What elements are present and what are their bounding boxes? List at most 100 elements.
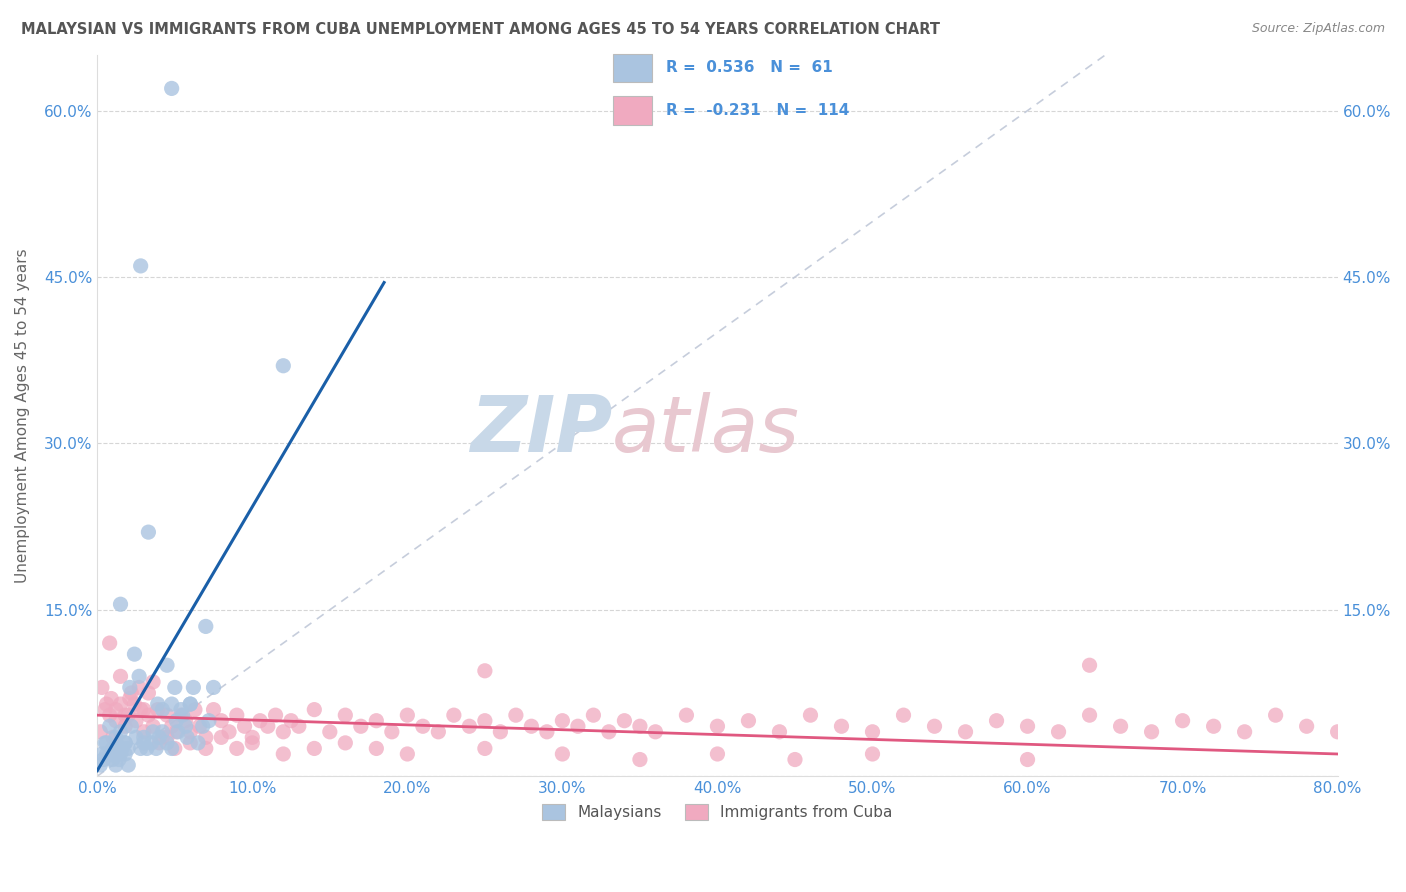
Point [156,731,179,745]
Point [110,724,132,739]
Point [110,747,132,761]
Point [101,752,124,766]
Point [271,724,294,739]
Point [1109,719,1132,733]
FancyBboxPatch shape [613,96,652,125]
Point [104,758,127,772]
Point [628,719,651,733]
Point [187,736,209,750]
Point [156,708,179,723]
Point [1202,719,1225,733]
Point [396,747,419,761]
Point [128,681,150,695]
Point [644,724,666,739]
Point [1078,658,1101,673]
Point [799,708,821,723]
Point [474,664,496,678]
Point [202,681,225,695]
Point [194,731,217,745]
Point [124,697,146,711]
Point [830,719,852,733]
Point [104,703,127,717]
Point [165,714,187,728]
Point [110,697,132,711]
Point [110,669,132,683]
Point [135,741,157,756]
Point [319,724,342,739]
Point [132,703,155,717]
Point [567,719,589,733]
Point [183,681,205,695]
Legend: Malaysians, Immigrants from Cuba: Malaysians, Immigrants from Cuba [536,798,898,826]
Point [100,691,122,706]
Point [163,741,186,756]
Point [96,697,118,711]
Point [114,708,136,723]
Point [1017,719,1039,733]
Point [142,719,165,733]
Point [156,736,179,750]
Point [474,741,496,756]
Point [179,697,201,711]
Point [90,747,112,761]
Point [129,741,152,756]
Point [209,714,232,728]
Point [120,686,142,700]
Point [98,747,121,761]
Point [96,736,118,750]
Point [160,719,183,733]
Point [489,724,512,739]
Point [110,597,132,611]
Point [225,708,247,723]
Point [93,752,115,766]
Point [145,741,167,756]
Point [613,714,636,728]
Point [768,724,790,739]
Point [179,736,201,750]
Point [142,724,165,739]
Point [118,691,141,706]
Point [114,719,136,733]
Point [366,714,388,728]
Point [551,747,574,761]
Point [146,697,169,711]
Point [955,724,977,739]
Point [174,714,197,728]
Point [505,708,527,723]
Point [150,731,173,745]
Point [184,703,207,717]
Point [160,741,183,756]
Point [598,724,620,739]
Point [125,731,148,745]
Point [176,731,198,745]
Point [264,708,287,723]
Point [412,719,434,733]
Point [98,636,121,650]
Point [271,747,294,761]
Point [138,525,160,540]
Point [191,719,214,733]
Point [170,703,193,717]
Point [101,731,124,745]
Point [138,686,160,700]
FancyBboxPatch shape [613,54,652,82]
Point [335,708,357,723]
Point [174,719,197,733]
Point [783,752,806,766]
Point [148,731,170,745]
Point [1171,714,1194,728]
Point [288,719,311,733]
Text: MALAYSIAN VS IMMIGRANTS FROM CUBA UNEMPLOYMENT AMONG AGES 45 TO 54 YEARS CORRELA: MALAYSIAN VS IMMIGRANTS FROM CUBA UNEMPL… [21,22,941,37]
Point [129,259,152,273]
Point [209,731,232,745]
Point [1326,724,1348,739]
Point [120,719,142,733]
Point [150,724,173,739]
Point [256,719,278,733]
Point [706,719,728,733]
Point [280,714,302,728]
Point [240,731,263,745]
Point [132,736,155,750]
Point [249,714,271,728]
Point [94,736,117,750]
